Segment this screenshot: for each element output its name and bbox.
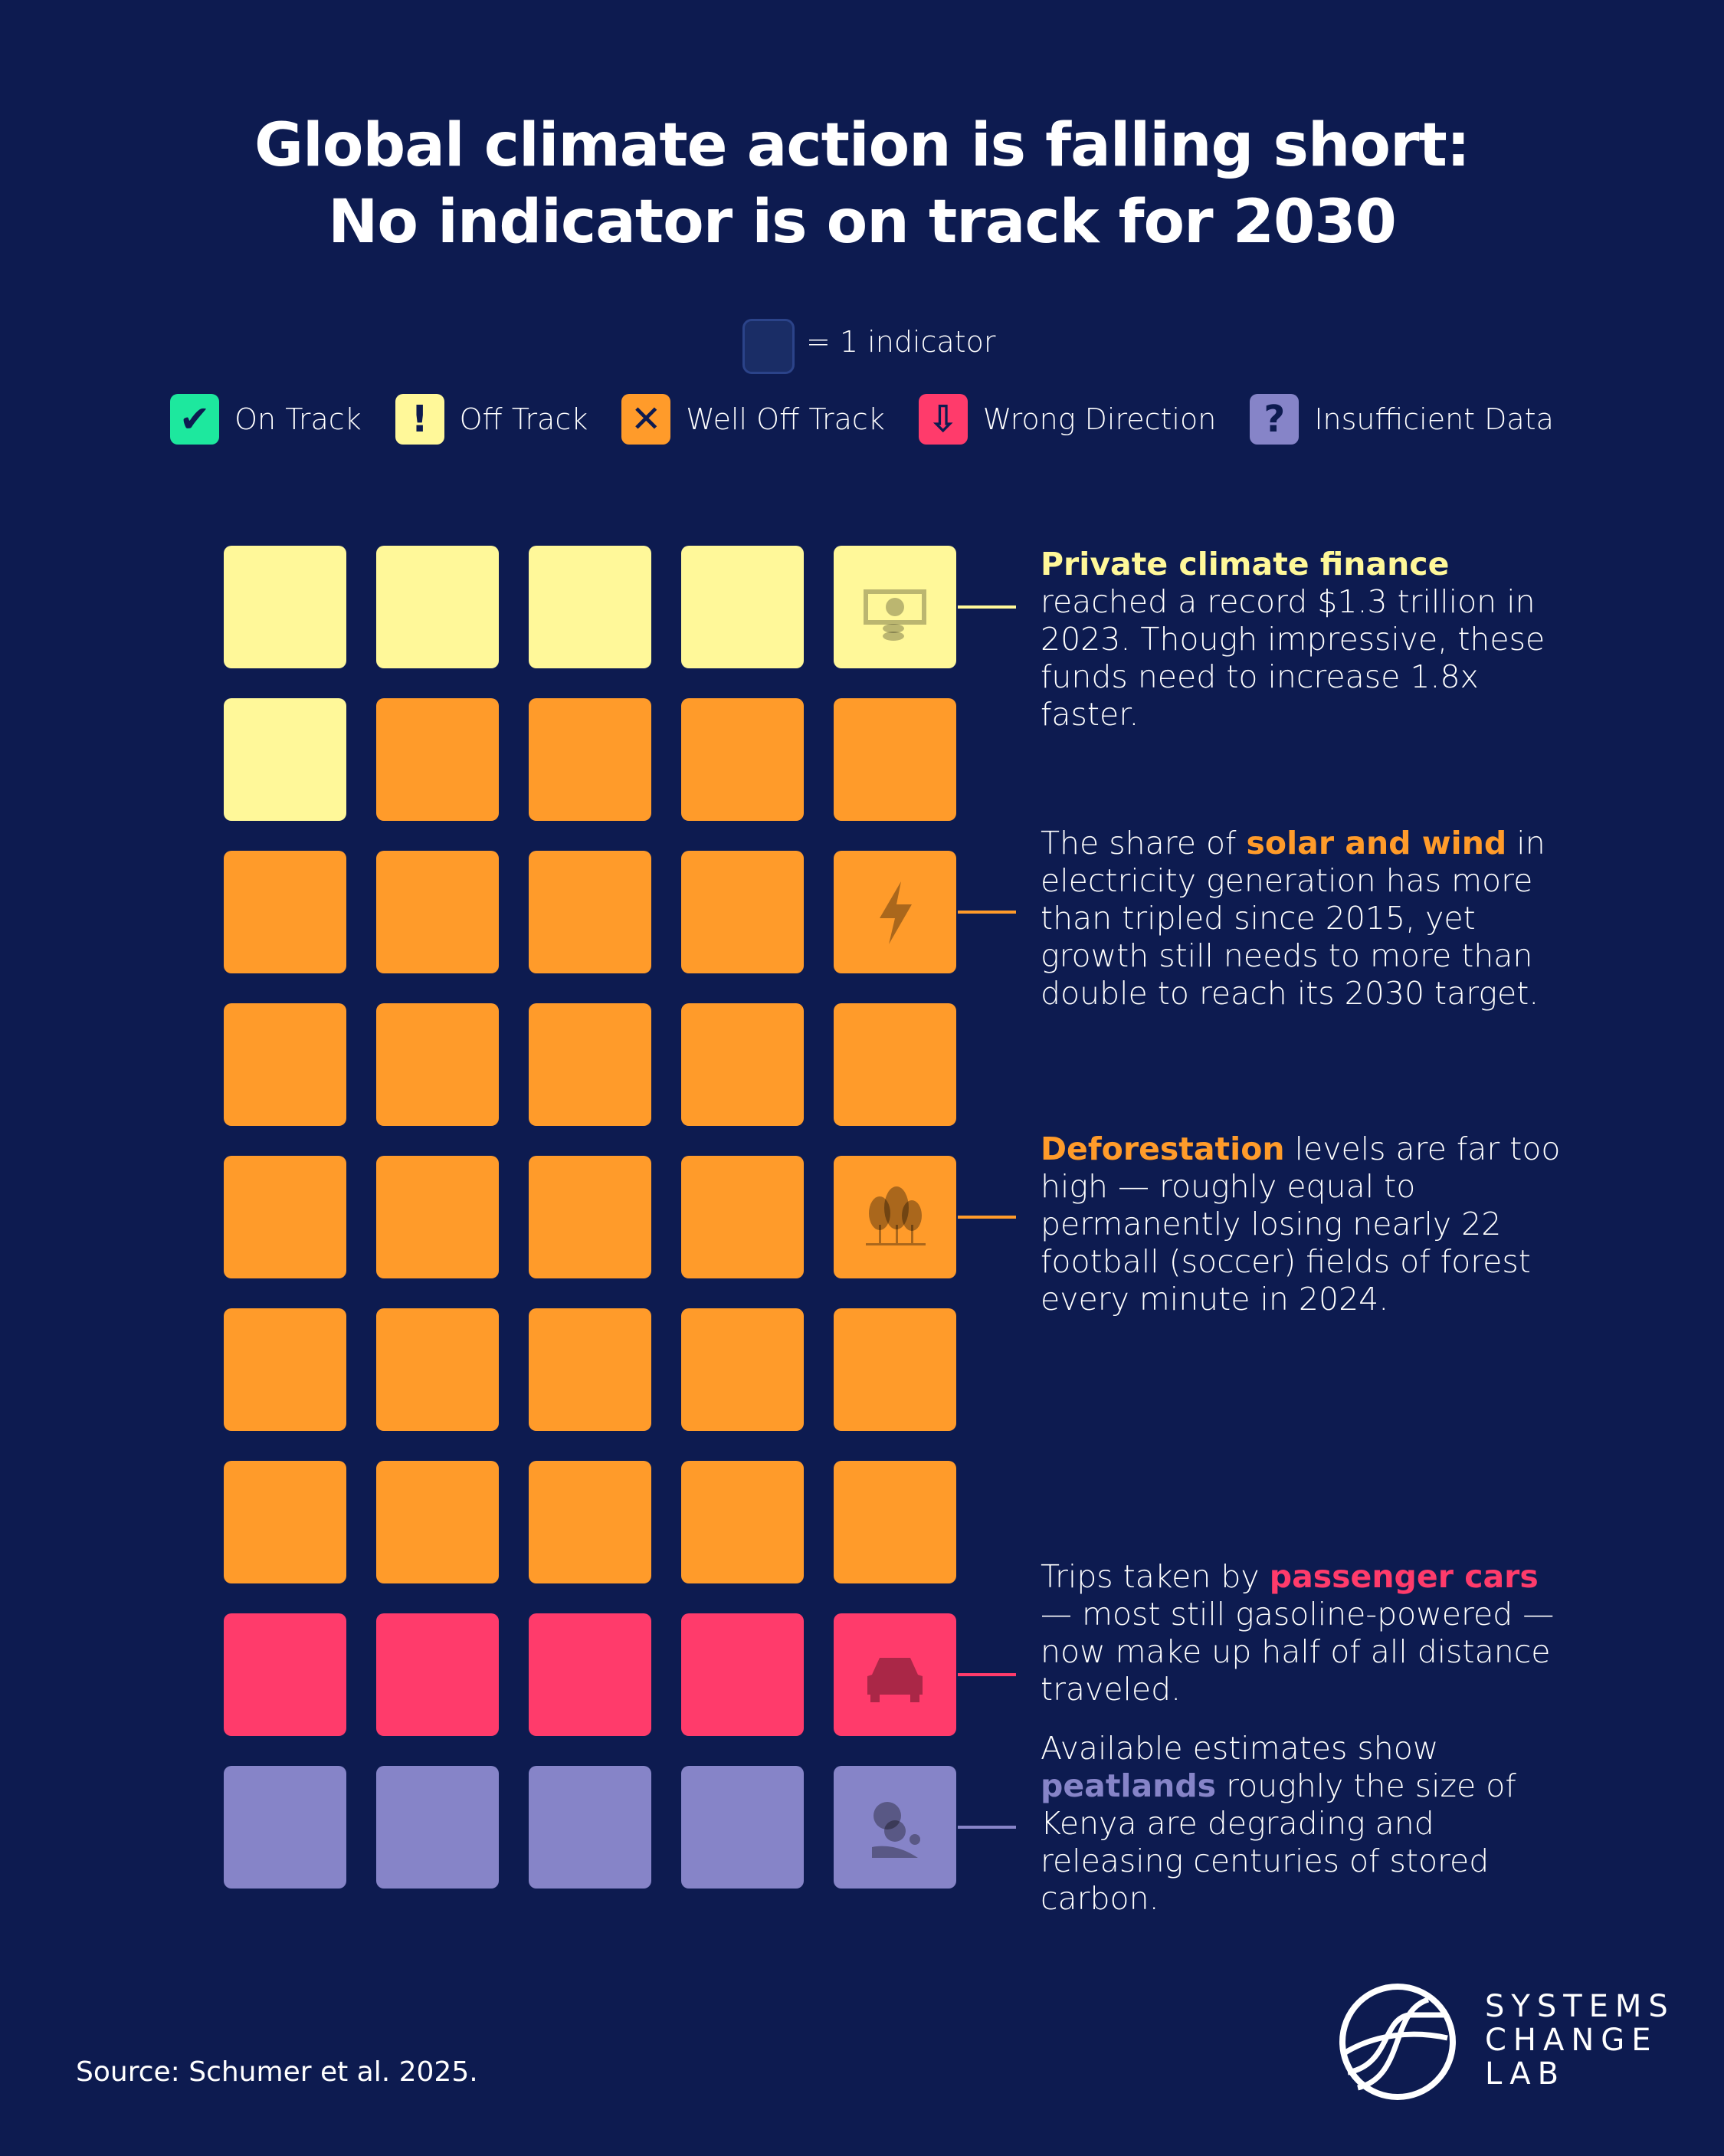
indicator-cell [529,1308,651,1431]
indicator-cell [681,1461,804,1583]
indicator-cell [681,1766,804,1889]
indicator-cell [529,1766,651,1889]
annotation-text: Private climate finance reached a record… [1041,546,1577,733]
check-icon: ✔ [170,394,220,445]
annotation-before: Trips taken by [1041,1558,1270,1595]
car-icon [867,1658,923,1702]
exclamation-icon: ! [395,394,444,445]
legend-label: Off Track [459,402,588,436]
indicator-cell [376,1766,499,1889]
connector-line [958,605,1016,609]
indicator-cell [834,546,956,668]
annotation-highlight: Private climate finance [1041,546,1450,582]
title-line-1: Global climate action is falling short: [254,111,1470,180]
indicator-cell [376,1308,499,1431]
legend-label: Insufficient Data [1314,402,1554,436]
annotation-after: — most still gasoline-powered — now make… [1041,1596,1555,1708]
indicator-cell [224,1156,346,1278]
legend-item: ? Insufficient Data [1250,394,1554,445]
indicator-cell [376,1613,499,1736]
annotation-after: levels are far too high — roughly equal … [1041,1131,1561,1318]
indicator-cell [681,1613,804,1736]
indicator-cell [834,1003,956,1126]
indicator-cell [529,1613,651,1736]
x-icon: ✕ [621,394,671,445]
down-arrow-icon: ⇩ [918,394,968,445]
indicator-cell [834,698,956,821]
annotation-after: in electricity generation has more than … [1041,825,1545,1012]
indicator-cell [681,851,804,973]
logo-text: SYSTEMS CHANGE LAB [1485,1990,1675,2091]
indicator-cell [529,851,651,973]
systems-change-lab-logo-icon [1339,1984,1456,2100]
legend-item: ✔ On Track [170,394,362,445]
legend-item: ⇩ Wrong Direction [918,394,1217,445]
indicator-cell [834,1308,956,1431]
indicator-cell [529,1003,651,1126]
indicator-cell [681,1003,804,1126]
peatland-icon [872,1802,920,1858]
indicator-cell [224,1003,346,1126]
indicator-cell [834,851,956,973]
annotation-text: Available estimates show peatlands rough… [1041,1730,1577,1918]
indicator-cell [376,1156,499,1278]
annotation-highlight: solar and wind [1246,825,1507,861]
connector-line [958,1216,1016,1219]
connector-line [958,1673,1016,1676]
indicator-cell [529,1156,651,1278]
trees-icon [866,1186,926,1245]
indicator-cell [224,1461,346,1583]
indicator-cell [834,1461,956,1583]
indicator-cell [376,851,499,973]
unit-label: = 1 indicator [806,325,996,359]
connector-line [958,1826,1016,1829]
annotation-after: roughly the size of Kenya are degrading … [1041,1767,1516,1917]
annotation-highlight: peatlands [1041,1767,1217,1804]
legend-item: ✕ Well Off Track [621,394,885,445]
annotation-after: reached a record $1.3 trillion in 2023. … [1041,583,1545,733]
indicator-cell [224,1613,346,1736]
indicator-cell [681,546,804,668]
question-icon: ? [1250,394,1300,445]
indicator-cell [681,1308,804,1431]
indicator-cell [376,1461,499,1583]
legend-item: ! Off Track [395,394,588,445]
legend-label: Wrong Direction [982,402,1217,436]
annotation-text: Trips taken by passenger cars — most sti… [1041,1558,1577,1708]
indicator-cell [376,698,499,821]
annotation-text: Deforestation levels are far too high — … [1041,1131,1577,1318]
indicator-cell [376,1003,499,1126]
indicator-cell [224,1766,346,1889]
legend-label: On Track [234,402,362,436]
connector-line [958,911,1016,914]
source: Source: Schumer et al. 2025. [76,2056,478,2088]
indicator-cell [834,1156,956,1278]
unit-square [742,319,795,374]
indicator-cell [529,546,651,668]
indicator-cell [224,546,346,668]
indicator-cell [681,698,804,821]
indicator-cell [834,1766,956,1889]
title-line-2: No indicator is on track for 2030 [328,188,1397,257]
annotation-highlight: passenger cars [1269,1558,1539,1595]
money-icon [864,589,926,641]
annotation-text: The share of solar and wind in electrici… [1041,825,1577,1012]
annotation-highlight: Deforestation [1041,1131,1285,1167]
indicator-cell [376,546,499,668]
logo-line-3: LAB [1485,2056,1566,2092]
indicator-cell [224,698,346,821]
legend: ✔ On Track! Off Track ✕ Well Off Track ⇩ Wrong… [0,394,1724,445]
indicator-cell [529,698,651,821]
legend-label: Well Off Track [686,402,885,436]
annotation-before: The share of [1041,825,1247,861]
indicator-cell [834,1613,956,1736]
annotation-before: Available estimates show [1041,1730,1439,1767]
indicator-cell [681,1156,804,1278]
logo-line-2: CHANGE [1485,2023,1658,2058]
lightning-icon [880,881,912,944]
logo-line-1: SYSTEMS [1485,1989,1675,2024]
indicator-cell [224,1308,346,1431]
indicator-cell [224,851,346,973]
indicator-cell [529,1461,651,1583]
